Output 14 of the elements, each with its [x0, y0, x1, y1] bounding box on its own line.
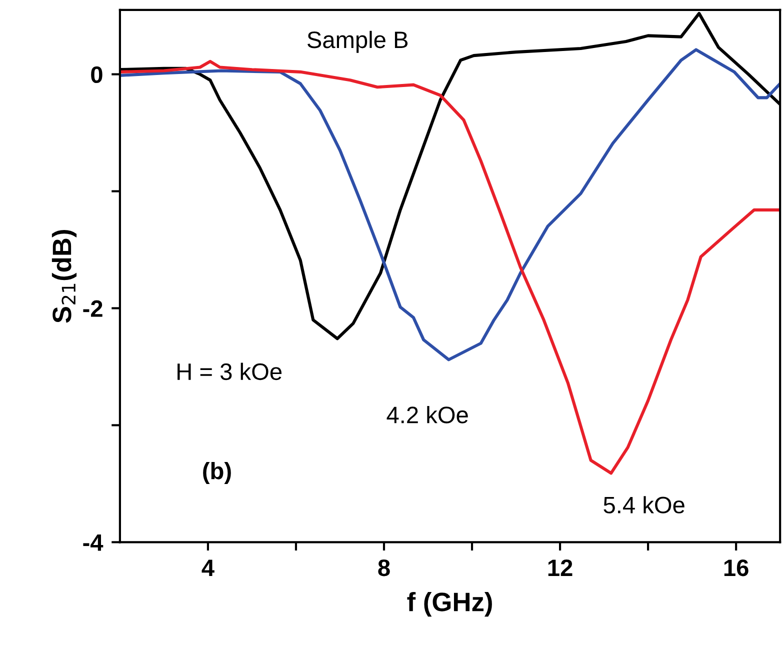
annotation: Sample B [307, 30, 408, 53]
x-axis-title: f (GHz) [407, 592, 492, 617]
series-label: 5.4 kOe [604, 496, 684, 514]
x-tick-label: 16 [724, 559, 748, 576]
x-tick-label: 8 [378, 559, 390, 576]
y-tick-label: -4 [83, 534, 104, 551]
x-tick-label: 4 [202, 560, 214, 576]
y-axis-title: S$_{21}$(dB) [52, 230, 77, 323]
text: H = 3 kOe [178, 362, 282, 380]
x-tick-label: 12 [548, 559, 572, 576]
y-tick-label: 0 [91, 66, 102, 84]
y-tick-label: -2 [83, 300, 102, 317]
annotation: (b) [203, 462, 231, 484]
text: 4.2 kOe [386, 406, 468, 424]
